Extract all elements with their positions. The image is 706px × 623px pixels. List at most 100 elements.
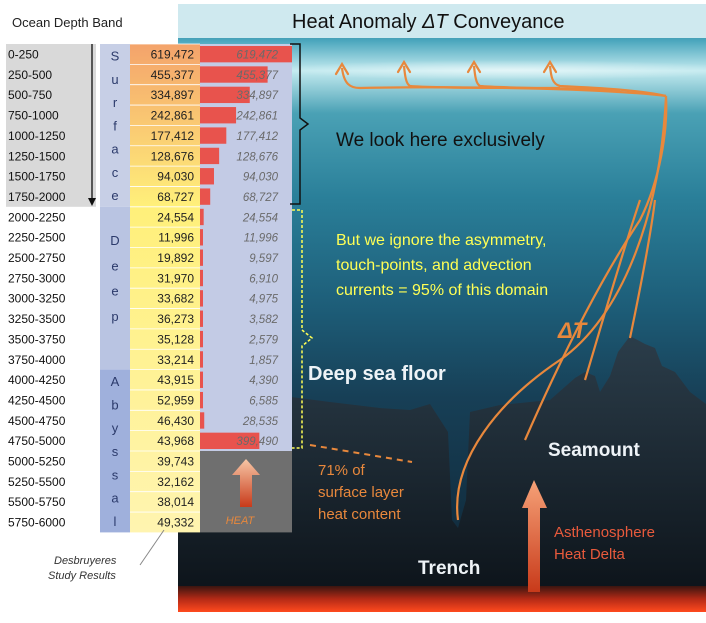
band-range: 4250-4500 (8, 393, 66, 407)
band-value: 19,892 (157, 251, 194, 265)
band-value: 619,472 (151, 48, 195, 62)
heat-arrow (232, 459, 260, 507)
band-right-value: 242,861 (235, 111, 278, 123)
title-band (178, 4, 706, 38)
band-value: 455,377 (151, 68, 195, 82)
band-value: 31,970 (157, 271, 194, 285)
band-right-value: 399,490 (236, 436, 278, 448)
abyssal-layer-letter: b (111, 397, 118, 412)
credit-line1: Desbruyeres (54, 555, 117, 567)
band-value: 36,273 (157, 312, 194, 326)
band-range: 2000-2250 (8, 210, 66, 224)
layer-column-surface (100, 44, 130, 207)
band-value: 43,968 (157, 434, 194, 448)
band-right-value: 4,390 (249, 375, 278, 387)
band-right-value: 94,030 (243, 172, 279, 184)
deep-layer-letter: D (110, 233, 119, 248)
delta-t-label: ΔT (558, 318, 587, 343)
abyssal-layer-letter: a (111, 491, 119, 506)
band-right-value: 6,585 (249, 395, 278, 407)
asthenosphere-line2: Heat Delta (554, 546, 625, 563)
heat-bar (200, 371, 203, 388)
look-here-note: We look here exclusively (336, 130, 545, 151)
credit-line2: Study Results (48, 570, 116, 582)
band-range: 500-750 (8, 88, 52, 102)
surface-layer-letter: a (111, 142, 119, 157)
band-range: 2250-2500 (8, 231, 66, 245)
band-value: 35,128 (157, 332, 194, 346)
main-title-prefix: Heat Anomaly (292, 11, 423, 33)
band-range: 4500-4750 (8, 414, 66, 428)
band-value: 68,727 (157, 190, 194, 204)
conveyance-curve-floor (523, 95, 668, 441)
asthenosphere-line1: Asthenosphere (554, 524, 655, 541)
band-right-value: 128,676 (236, 151, 278, 163)
band-value: 46,430 (157, 414, 194, 428)
heat-bar (200, 249, 203, 266)
band-right-value: 6,910 (249, 273, 278, 285)
surface-arrowheads (334, 59, 558, 76)
heat-bar (200, 412, 205, 429)
heat-bar (200, 86, 250, 104)
surface-layer-letter: c (112, 165, 119, 180)
band-right-value: 11,996 (244, 233, 279, 245)
band-value: 33,682 (157, 292, 194, 306)
band-right-value: 68,727 (243, 192, 279, 204)
asthenosphere-arrow (522, 480, 547, 592)
heat-label: HEAT (226, 515, 256, 527)
band-range: 0-250 (8, 48, 39, 62)
heat-conveyance-curves (340, 65, 668, 521)
band-right-value: 177,412 (236, 131, 278, 143)
band-range: 3750-4000 (8, 353, 66, 367)
surface-layer-letter: u (111, 72, 118, 87)
main-title-symbol: ΔT (422, 11, 448, 33)
band-value: 32,162 (157, 475, 194, 489)
sea-floor (178, 336, 706, 610)
band-value: 177,412 (151, 129, 195, 143)
surface-bracket (290, 43, 310, 205)
abyssal-layer-letter: A (111, 374, 120, 389)
surface-layer-letter: e (111, 188, 118, 203)
ignore-note-line1: But we ignore the asymmetry, (336, 232, 547, 249)
band-right-value: 3,582 (249, 314, 278, 326)
surface-layer-letter: r (113, 95, 118, 110)
main-title: Heat Anomaly ΔT Conveyance (292, 11, 564, 34)
band-value: 38,014 (157, 495, 194, 509)
band-range: 5250-5500 (8, 475, 66, 489)
heat-bar (200, 107, 237, 124)
band-value: 242,861 (151, 109, 195, 123)
pct-note-line1: 71% of (318, 462, 365, 479)
heat-bar (200, 168, 214, 185)
heat-bar (200, 208, 204, 226)
band-range: 1000-1250 (8, 129, 66, 143)
band-range: 3000-3250 (8, 292, 66, 306)
conveyance-curve-trench (456, 95, 668, 521)
band-value: 49,332 (157, 516, 194, 530)
band-value: 24,554 (157, 210, 194, 224)
heat-bar (200, 330, 203, 348)
band-range: 3250-3500 (8, 312, 66, 326)
band-range: 4750-5000 (8, 434, 66, 448)
heat-bar (200, 310, 203, 327)
band-value: 43,915 (157, 373, 194, 387)
arrowhead-1 (396, 59, 412, 74)
band-title: Ocean Depth Band (12, 15, 123, 30)
heat-bar (200, 351, 203, 368)
band-right-value: 9,597 (249, 253, 278, 265)
main-title-suffix: Conveyance (447, 11, 565, 33)
band-right-value: 1,857 (249, 355, 278, 367)
band-value: 39,743 (157, 455, 194, 469)
band-range: 2750-3000 (8, 271, 66, 285)
arrowhead-2 (466, 59, 482, 74)
band-right-value: 28,535 (242, 416, 279, 428)
abyssal-layer-letter: l (114, 514, 117, 529)
band-range: 4000-4250 (8, 373, 66, 387)
layer-column-deep (100, 206, 130, 370)
band-right-value: 455,377 (236, 70, 278, 82)
deep-layer-letter: e (111, 284, 118, 299)
deep-bracket (292, 209, 314, 449)
pct-note-line3: heat content (318, 506, 401, 523)
deep-layer-letter: p (111, 309, 118, 324)
